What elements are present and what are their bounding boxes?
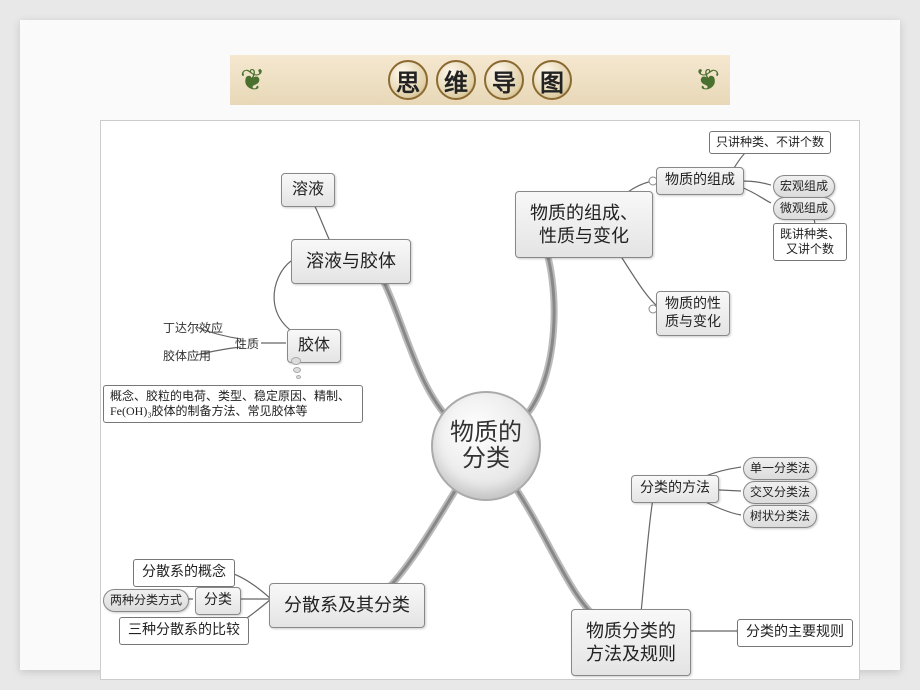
node-single: 单一分类法 — [743, 457, 817, 480]
node-three-compare: 三种分散系的比较 — [119, 617, 249, 645]
node-tree: 树状分类法 — [743, 505, 817, 528]
thought-bubble-trail — [291, 357, 301, 379]
note-tyndall: 丁达尔效应 — [163, 319, 223, 336]
flourish-right: ❦ — [695, 63, 720, 98]
node-disp-concept: 分散系的概念 — [133, 559, 235, 587]
node-class-method: 分类的方法 — [631, 475, 719, 503]
center-line2: 分类 — [462, 446, 510, 472]
node-prop-change: 物质的性 质与变化 — [656, 291, 730, 336]
node-comp-prop-change: 物质的组成、 性质与变化 — [515, 191, 653, 258]
title-banner: ❦ 思 维 导 图 ❦ — [230, 55, 730, 105]
node-kinds-only: 只讲种类、不讲个数 — [709, 131, 831, 154]
note-colloid-app: 胶体应用 — [163, 347, 211, 364]
node-cross: 交叉分类法 — [743, 481, 817, 504]
note-colloid-detail: 概念、胶粒的电荷、类型、稳定原因、精制、 Fe(OH)₃胶体的制备方法、常见胶体… — [103, 385, 363, 423]
page-frame: ❦ 思 维 导 图 ❦ — [20, 20, 900, 670]
node-two-ways: 两种分类方式 — [103, 589, 189, 612]
node-main-rule: 分类的主要规则 — [737, 619, 853, 647]
node-macro: 宏观组成 — [773, 175, 835, 198]
title-chars: 思 维 导 图 — [388, 60, 572, 100]
title-char-3: 导 — [484, 60, 524, 100]
node-matter-comp: 物质的组成 — [656, 167, 744, 195]
flourish-left: ❦ — [240, 63, 265, 98]
title-char-4: 图 — [532, 60, 572, 100]
node-classify: 分类 — [195, 587, 241, 615]
label-property: 性质 — [235, 335, 259, 352]
center-line1: 物质的 — [450, 420, 522, 446]
node-method-rule: 物质分类的 方法及规则 — [571, 609, 691, 676]
node-dispersion: 分散系及其分类 — [269, 583, 425, 628]
title-char-1: 思 — [388, 60, 428, 100]
title-char-2: 维 — [436, 60, 476, 100]
center-node: 物质的 分类 — [431, 391, 541, 501]
node-micro: 微观组成 — [773, 197, 835, 220]
node-solution-colloid: 溶液与胶体 — [291, 239, 411, 284]
node-solution: 溶液 — [281, 173, 335, 207]
node-kinds-count: 既讲种类、 又讲个数 — [773, 223, 847, 261]
mindmap-canvas: 物质的 分类 溶液 溶液与胶体 胶体 性质 丁达尔效应 胶体应用 概念、胶粒的电… — [100, 120, 860, 680]
